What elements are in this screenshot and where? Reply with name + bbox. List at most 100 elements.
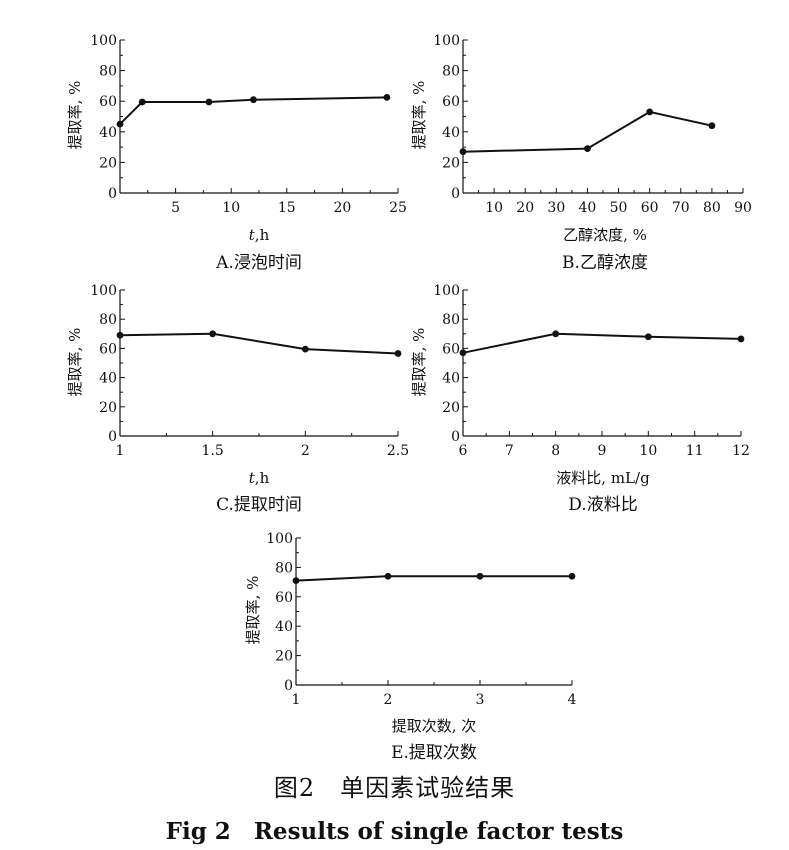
chart-a-x-tick-label: 25 <box>389 200 407 216</box>
chart-a-y-axis-label: 提取率, % <box>66 81 84 150</box>
chart-a-x-tick-label: 20 <box>333 200 351 216</box>
chart-a-y-tick-label: 100 <box>90 33 117 49</box>
chart-e-y-tick-label: 0 <box>284 678 293 694</box>
chart-b-x-tick-label: 70 <box>672 200 690 216</box>
chart-e: 0 20 40 60 80 100 1 2 3 4 提取率, % 提取次数, 次 E.提取次数 <box>244 531 577 763</box>
chart-b-y-tick-label: 40 <box>442 125 460 141</box>
chart-e-x-tick-label: 1 <box>292 692 301 708</box>
chart-b-x-tick-label: 90 <box>734 200 752 216</box>
chart-b-x-tick-label: 10 <box>485 200 503 216</box>
chart-b-series-line <box>462 110 713 153</box>
chart-b-x-tick-label: 40 <box>579 200 597 216</box>
chart-b-y-tick-label: 0 <box>451 186 460 202</box>
chart-c-y-tick-label: 100 <box>90 283 117 299</box>
chart-d-y-axis-label: 提取率, % <box>410 328 428 397</box>
chart-a-x-tick-label: 5 <box>171 200 180 216</box>
chart-b-y-axis-label: 提取率, % <box>410 81 428 150</box>
chart-a-x-axis-label: t,h <box>249 226 270 244</box>
chart-e-data-point <box>384 572 392 580</box>
chart-e-y-tick-label: 60 <box>275 590 293 606</box>
figure-caption-english: Fig 2 Results of single factor tests <box>165 818 624 845</box>
chart-c-data-point <box>301 345 309 353</box>
chart-b-x-tick-label: 60 <box>641 200 659 216</box>
chart-d-y-tick-label: 60 <box>442 341 460 357</box>
chart-a-y-tick-label: 80 <box>99 64 117 80</box>
chart-e-data-point <box>568 572 576 580</box>
chart-c-y-tick-label: 20 <box>99 400 117 416</box>
chart-d-series-line <box>462 332 742 354</box>
chart-d-data-point <box>737 335 745 343</box>
chart-d-data-point <box>644 333 652 341</box>
chart-a-data-point <box>138 98 146 106</box>
chart-c-x-tick-label: 2 <box>301 443 310 459</box>
chart-b-data-point <box>459 148 467 156</box>
chart-c-x-tick-label: 1 <box>116 443 125 459</box>
chart-c-data-point <box>116 331 124 339</box>
chart-d-x-tick-label: 7 <box>505 443 514 459</box>
chart-e-x-axis-label: 提取次数, 次 <box>392 717 477 735</box>
chart-b: 0 20 40 60 80 100 10 20 30 40 50 60 70 80 90 提取率, % 乙醇… <box>410 33 752 273</box>
chart-b-x-tick-label: 20 <box>516 200 534 216</box>
chart-a-data-point <box>205 98 213 106</box>
chart-a-x-tick-label: 15 <box>278 200 296 216</box>
chart-d-y-tick-label: 80 <box>442 312 460 328</box>
chart-b-y-tick-label: 80 <box>442 64 460 80</box>
chart-a-y-tick-label: 20 <box>99 155 117 171</box>
chart-b-y-tick-label: 100 <box>433 33 460 49</box>
chart-c-x-axis-label: t,h <box>249 469 270 487</box>
chart-d-x-tick-label: 11 <box>686 443 704 459</box>
chart-d-x-tick-label: 9 <box>598 443 607 459</box>
chart-e-y-tick-label: 80 <box>275 560 293 576</box>
chart-d-y-tick-label: 0 <box>451 429 460 445</box>
chart-a-y-tick-label: 60 <box>99 94 117 110</box>
chart-b-y-tick-label: 20 <box>442 155 460 171</box>
chart-b-caption: B.乙醇浓度 <box>562 253 648 273</box>
chart-d-x-tick-label: 10 <box>639 443 657 459</box>
chart-c-y-tick-label: 80 <box>99 312 117 328</box>
chart-c: 0 20 40 60 80 100 1 1.5 2 2.5 提取率, % t,h C.提取时间 <box>66 283 409 515</box>
chart-e-y-tick-label: 20 <box>275 649 293 665</box>
chart-b-plot-area: 0 20 40 60 80 100 10 20 30 40 50 60 70 80 90 <box>433 33 752 216</box>
chart-c-x-tick-label: 2.5 <box>387 443 409 459</box>
chart-a-data-point <box>116 120 124 128</box>
chart-e-caption: E.提取次数 <box>391 743 477 763</box>
chart-c-y-axis-label: 提取率, % <box>66 328 84 397</box>
chart-c-data-point <box>209 330 217 338</box>
chart-b-x-axis-label: 乙醇浓度, % <box>563 226 647 244</box>
chart-c-series-line <box>119 332 399 355</box>
chart-b-data-point <box>708 122 716 130</box>
chart-d-x-axis-label: 液料比, mL/g <box>556 469 650 487</box>
chart-d-y-tick-label: 20 <box>442 400 460 416</box>
figure-caption-chinese: 图2 单因素试验结果 <box>273 774 516 802</box>
chart-b-x-tick-label: 30 <box>547 200 565 216</box>
chart-d-data-point <box>552 330 560 338</box>
chart-d-y-tick-label: 100 <box>433 283 460 299</box>
chart-c-y-tick-label: 40 <box>99 371 117 387</box>
chart-d-x-tick-label: 6 <box>459 443 468 459</box>
chart-a-x-tick-label: 10 <box>222 200 240 216</box>
chart-e-plot-area: 0 20 40 60 80 100 1 2 3 4 <box>266 531 576 708</box>
chart-b-data-point <box>646 108 654 116</box>
chart-c-x-tick-label: 1.5 <box>202 443 224 459</box>
chart-d-data-point <box>459 349 467 357</box>
chart-e-data-point <box>476 572 484 580</box>
chart-e-y-tick-label: 100 <box>266 531 293 547</box>
chart-d-caption: D.液料比 <box>568 495 637 515</box>
chart-e-series-line <box>295 575 572 582</box>
chart-c-y-tick-label: 0 <box>108 429 117 445</box>
chart-d-x-tick-label: 8 <box>551 443 560 459</box>
chart-b-x-tick-label: 50 <box>610 200 628 216</box>
chart-c-plot-area: 0 20 40 60 80 100 1 1.5 2 2.5 <box>90 283 409 459</box>
chart-b-x-tick-label: 80 <box>703 200 721 216</box>
chart-e-y-axis-label: 提取率, % <box>244 576 262 645</box>
chart-e-x-tick-label: 2 <box>384 692 393 708</box>
chart-c-data-point <box>394 350 402 357</box>
chart-a-y-tick-label: 0 <box>108 186 117 202</box>
chart-c-y-tick-label: 60 <box>99 341 117 357</box>
chart-a-data-point <box>383 93 391 101</box>
chart-d-y-tick-label: 40 <box>442 371 460 387</box>
chart-e-data-point <box>292 577 300 585</box>
chart-b-y-tick-label: 60 <box>442 94 460 110</box>
chart-a-caption: A.浸泡时间 <box>215 253 302 273</box>
